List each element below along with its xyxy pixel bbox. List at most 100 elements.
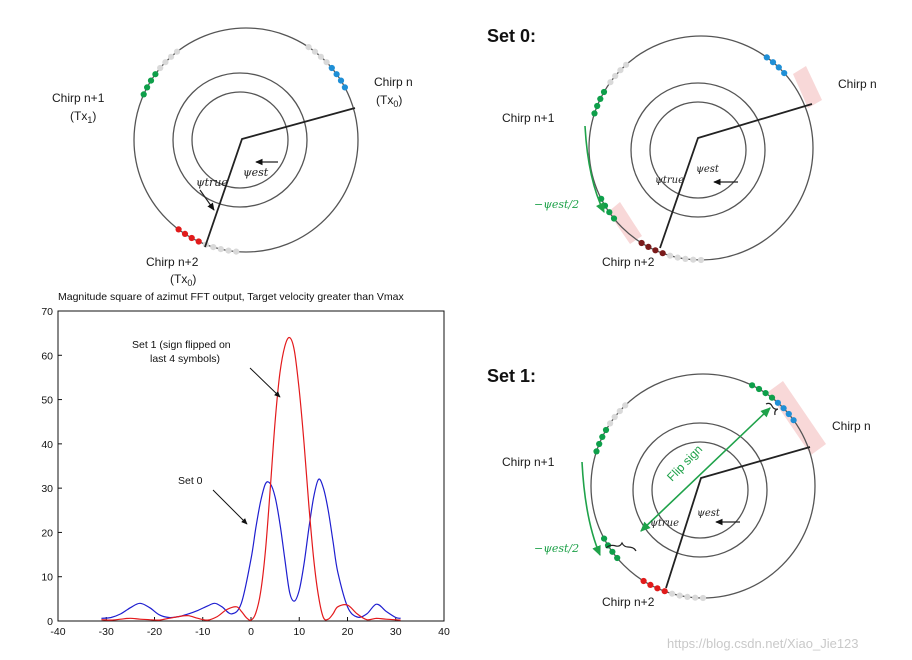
chirp-dot (173, 48, 181, 55)
chirp-n-tx: (Tx0) (376, 93, 402, 109)
chirp-dot (225, 247, 232, 254)
watermark: https://blog.csdn.net/Xiao_Jie123 (667, 636, 859, 651)
psi-true-label: ψtrue (655, 175, 684, 186)
chirp-dot (181, 230, 189, 237)
chirp-dot (168, 53, 175, 60)
chirp-dot (210, 244, 217, 251)
x-tick-label: -10 (195, 626, 210, 638)
chirp-n1-tx: (Tx1) (70, 109, 96, 125)
chirp-dot (144, 84, 151, 91)
chirp-dot (763, 54, 770, 61)
set0-annotation-arrow (212, 489, 248, 525)
psi-est-label: ψest (696, 164, 720, 175)
chirp-dot (699, 594, 707, 602)
chirp-dot (341, 84, 348, 91)
diagram-set1: Set 1: Chirp n Chirp n+1 Chirp n+2 −ψest… (487, 366, 871, 609)
chirp-dot (659, 250, 666, 257)
chirp-dot (645, 243, 652, 250)
chirp-dot (669, 590, 676, 597)
chirp-dot (616, 408, 623, 415)
series-set1-line (101, 336, 401, 621)
chirp-dot (157, 64, 164, 72)
x-tick-label: 10 (293, 626, 305, 638)
neg-half-arc (581, 461, 601, 557)
x-tick-label: -40 (50, 626, 65, 638)
chirp-dot (305, 44, 312, 51)
set1-title: Set 1: (487, 366, 536, 386)
angle-line (659, 103, 813, 249)
x-tick-label: 0 (248, 626, 254, 638)
chirp-dot (140, 91, 147, 98)
chirp-dot (774, 399, 782, 406)
flip-sign-arrow (640, 407, 771, 532)
chirp-dot (647, 581, 654, 589)
psi-true-label: ψtrue (196, 176, 228, 189)
psi-true-label: ψtrue (650, 518, 679, 529)
chirp-dot (591, 110, 598, 117)
chirp-dot (623, 61, 630, 68)
chirp-dot (594, 102, 601, 110)
y-tick-label: 50 (41, 395, 53, 407)
y-tick-label: 10 (41, 572, 53, 584)
y-tick-label: 70 (41, 306, 53, 318)
chirp-dot (690, 256, 697, 263)
chirp-n2-tx: (Tx0) (170, 272, 196, 288)
set1-annotation-line1: Set 1 (sign flipped on (132, 339, 231, 351)
chirp-dot (607, 79, 614, 86)
chirp-dot (609, 548, 616, 555)
chart-title: Magnitude square of azimut FFT output, T… (58, 291, 404, 303)
chirp-dot (667, 252, 674, 259)
chirp-dot (217, 246, 224, 253)
x-tick-label: 30 (390, 626, 402, 638)
outer-circle (133, 27, 359, 253)
chirp-dot (785, 410, 792, 418)
x-tick-label: 40 (438, 626, 450, 638)
chirp-dot (188, 234, 195, 242)
chirp-dot (622, 402, 629, 409)
chirp-dot (333, 71, 340, 78)
true-arrow (199, 189, 215, 211)
chart-ticks: -40 -30 -20 -10 0 10 20 30 40 0 10 20 30 40 50 60 70 (41, 306, 450, 638)
chirp-dot (337, 77, 345, 84)
inner-circle (630, 82, 766, 218)
y-tick-label: 40 (41, 439, 53, 451)
set0-annotation: Set 0 (178, 475, 203, 487)
chirp-dot (611, 413, 618, 421)
chirp-dot (762, 390, 769, 397)
chirp-dot (617, 67, 624, 74)
chirp-dot (775, 64, 782, 71)
chirp-dot (638, 239, 645, 247)
chirp-dot (769, 59, 777, 66)
chirp-dot (607, 420, 614, 427)
set1-annotation-line2: last 4 symbols) (150, 353, 220, 365)
y-tick-label: 20 (41, 527, 53, 539)
set0-title: Set 0: (487, 26, 536, 46)
chart-series (101, 336, 401, 621)
chirp-dot (610, 215, 618, 222)
chirp-dot (749, 382, 756, 389)
psi-est-label: ψest (243, 166, 269, 179)
x-tick-label: -20 (147, 626, 162, 638)
brace-n2 (605, 541, 637, 552)
flip-sign-label: Flip sign (664, 442, 705, 484)
chirp-n2-label: Chirp n+2 (146, 255, 199, 269)
psi-est-label: ψest (697, 508, 721, 519)
chirp-dot (654, 585, 661, 592)
chirp-dot (317, 53, 324, 60)
chirp-dot (697, 256, 705, 264)
chirp-n2-label: Chirp n+2 (602, 255, 655, 269)
y-tick-label: 30 (41, 483, 53, 495)
chirp-dot (606, 209, 613, 216)
chirp-dot (593, 448, 600, 455)
chirp-dot (676, 592, 683, 599)
chirp-dot (684, 593, 691, 601)
fft-chart: Magnitude square of azimut FFT output, T… (41, 291, 450, 638)
chirp-dot (652, 247, 659, 254)
chirp-dot (175, 226, 182, 233)
chirp-n2-label: Chirp n+2 (602, 595, 655, 609)
chirp-n1-label: Chirp n+1 (52, 91, 105, 105)
y-tick-label: 60 (41, 350, 53, 362)
chirp-dot (692, 594, 699, 601)
core-circle (191, 91, 289, 189)
chirp-dot (614, 554, 621, 562)
